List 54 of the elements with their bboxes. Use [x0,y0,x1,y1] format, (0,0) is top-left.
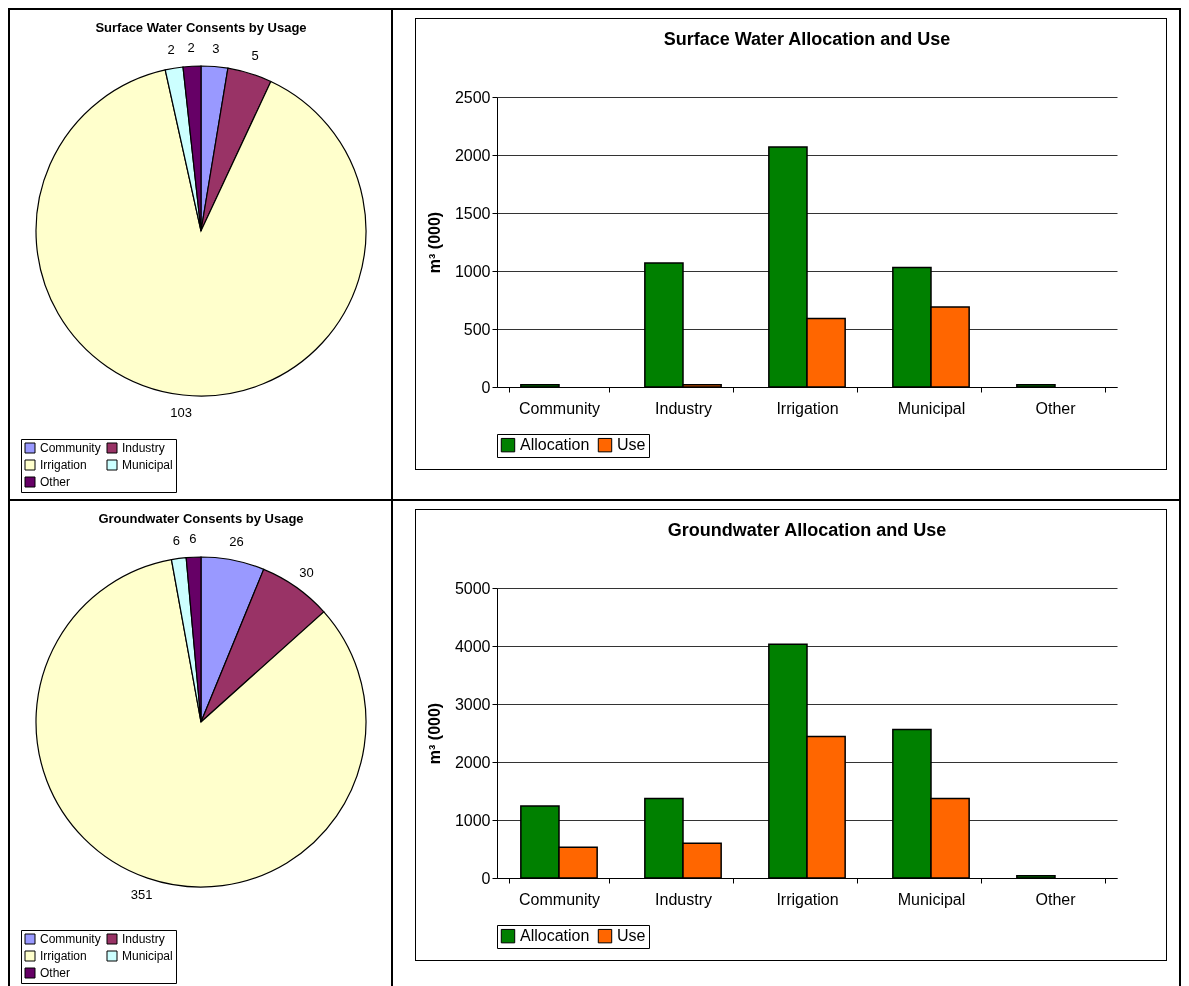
y-tick-label: 0 [481,378,491,396]
y-tick-label: 3000 [454,695,491,713]
data-label: 5 [251,48,259,64]
x-tick-label: Other [1035,890,1077,908]
data-label: 103 [170,404,192,420]
legend-label: Community [40,441,101,455]
legend-label: Use [617,927,646,945]
x-tick-label: Industry [655,890,712,908]
x-tick-label: Irrigation [776,399,839,417]
legend-label: Other [40,966,71,980]
y-tick-label: 1500 [454,204,491,222]
y-tick-label: 5000 [454,579,491,597]
legend-label: Allocation [520,436,590,454]
y-tick-label: 500 [463,320,491,338]
y-tick-label: 0 [481,869,491,887]
legend-label: Irrigation [40,949,87,963]
data-label: 3 [212,40,220,56]
x-tick-label: Industry [655,399,712,417]
pie-slice [35,559,367,888]
x-tick-label: Municipal [897,399,966,417]
chart-title: Surface Water Consents by Usage [95,20,307,35]
chart-title: Groundwater Consents by Usage [98,511,304,526]
data-label: 2 [167,42,175,58]
x-tick-label: Irrigation [776,890,839,908]
legend-label: Municipal [122,949,173,963]
legend-label: Municipal [122,458,173,472]
legend-label: Industry [122,441,165,455]
chart-title: Surface Water Allocation and Use [663,29,951,49]
chart-title: Groundwater Allocation and Use [667,520,947,540]
legend-label: Other [40,475,71,489]
data-label: 2 [187,40,195,56]
x-tick-label: Community [519,399,600,417]
y-tick-label: 4000 [454,637,491,655]
y-tick-label: 2500 [454,88,491,106]
legend-label: Community [40,932,101,946]
y-tick-label: 1000 [454,811,491,829]
legend-label: Industry [122,932,165,946]
data-label: 26 [229,534,244,550]
pie-slice [35,69,367,397]
data-label: 30 [299,564,314,580]
y-tick-label: 2000 [454,753,491,771]
y-axis-title: m³ (000) [425,211,443,274]
y-tick-label: 2000 [454,146,491,164]
y-axis-title: m³ (000) [425,702,443,765]
legend-label: Use [617,436,646,454]
data-label: 351 [130,887,153,903]
legend-label: Irrigation [40,458,87,472]
data-label: 6 [189,531,197,547]
x-tick-label: Municipal [897,890,966,908]
y-tick-label: 1000 [454,262,491,280]
x-tick-label: Community [519,890,600,908]
x-tick-label: Other [1035,399,1077,417]
legend-label: Allocation [520,927,590,945]
data-label: 6 [172,532,180,548]
